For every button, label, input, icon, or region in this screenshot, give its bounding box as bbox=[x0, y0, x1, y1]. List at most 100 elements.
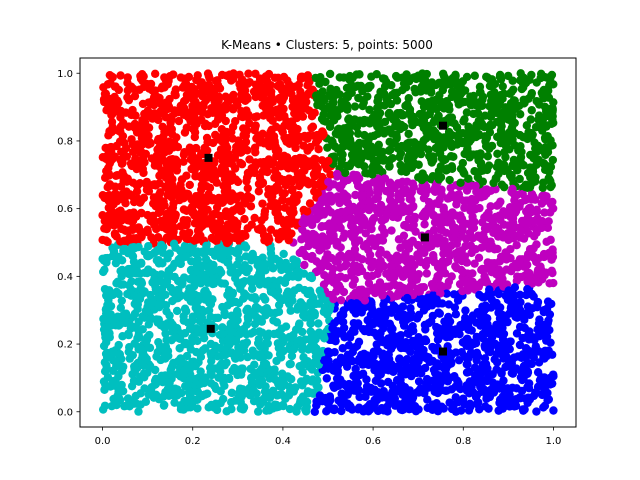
scatter-point bbox=[172, 133, 181, 142]
scatter-point bbox=[354, 337, 364, 347]
scatter-point bbox=[205, 172, 215, 181]
scatter-point bbox=[496, 130, 505, 139]
scatter-point bbox=[361, 229, 370, 238]
scatter-point bbox=[141, 306, 150, 316]
scatter-point bbox=[396, 195, 405, 204]
scatter-point bbox=[335, 198, 344, 208]
scatter-point bbox=[266, 80, 275, 90]
scatter-point bbox=[255, 342, 265, 351]
scatter-point bbox=[298, 327, 307, 337]
scatter-point bbox=[490, 340, 499, 349]
scatter-point bbox=[157, 240, 166, 250]
scatter-point bbox=[484, 291, 493, 301]
scatter-point bbox=[145, 363, 154, 373]
scatter-point bbox=[365, 355, 374, 365]
scatter-point bbox=[530, 335, 539, 345]
scatter-point bbox=[290, 109, 299, 118]
scatter-point bbox=[512, 241, 521, 250]
scatter-point bbox=[524, 393, 533, 402]
scatter-point bbox=[334, 381, 343, 390]
scatter-point bbox=[225, 333, 235, 342]
scatter-point bbox=[180, 339, 189, 349]
scatter-point bbox=[479, 235, 489, 244]
scatter-point bbox=[381, 336, 390, 345]
scatter-point bbox=[441, 228, 451, 237]
scatter-point bbox=[337, 406, 346, 416]
scatter-point bbox=[214, 104, 224, 114]
scatter-point bbox=[370, 118, 380, 128]
scatter-point bbox=[131, 111, 140, 120]
scatter-point bbox=[394, 384, 403, 394]
scatter-point bbox=[374, 164, 384, 174]
scatter-point bbox=[244, 110, 253, 119]
scatter-point bbox=[447, 272, 456, 281]
scatter-point bbox=[482, 165, 492, 175]
scatter-point bbox=[434, 186, 444, 195]
scatter-point bbox=[201, 289, 210, 299]
scatter-point bbox=[130, 309, 140, 319]
scatter-point bbox=[151, 285, 161, 294]
scatter-point bbox=[385, 161, 394, 171]
scatter-point bbox=[107, 347, 117, 357]
scatter-point bbox=[536, 69, 546, 79]
scatter-point bbox=[529, 244, 538, 253]
scatter-point bbox=[268, 404, 277, 413]
scatter-point bbox=[496, 197, 505, 206]
scatter-point bbox=[173, 106, 182, 116]
scatter-point bbox=[532, 207, 541, 217]
scatter-point bbox=[186, 296, 195, 306]
scatter-point bbox=[533, 297, 543, 307]
scatter-point bbox=[436, 102, 446, 111]
scatter-point bbox=[164, 378, 174, 388]
scatter-points bbox=[98, 69, 558, 416]
scatter-point bbox=[463, 286, 473, 295]
scatter-point bbox=[393, 73, 402, 82]
scatter-point bbox=[318, 127, 327, 137]
scatter-point bbox=[153, 233, 163, 242]
scatter-point bbox=[323, 261, 333, 271]
scatter-point bbox=[324, 156, 333, 166]
scatter-point bbox=[462, 186, 472, 195]
scatter-point bbox=[325, 392, 335, 401]
scatter-point bbox=[524, 329, 534, 338]
scatter-point bbox=[378, 349, 388, 358]
scatter-point bbox=[509, 104, 519, 113]
scatter-point bbox=[197, 104, 207, 114]
scatter-point bbox=[470, 71, 479, 80]
scatter-point bbox=[365, 105, 374, 114]
scatter-point bbox=[241, 231, 250, 241]
scatter-point bbox=[254, 314, 263, 323]
scatter-point bbox=[339, 177, 349, 187]
scatter-point bbox=[465, 153, 474, 162]
scatter-point bbox=[250, 293, 259, 302]
scatter-point bbox=[382, 393, 391, 402]
scatter-point bbox=[249, 327, 259, 337]
scatter-point bbox=[384, 146, 394, 155]
scatter-point bbox=[289, 193, 299, 202]
scatter-point bbox=[144, 252, 153, 261]
scatter-point bbox=[205, 363, 215, 373]
scatter-point bbox=[131, 391, 141, 401]
scatter-point bbox=[406, 309, 416, 318]
scatter-point bbox=[534, 278, 543, 287]
scatter-point bbox=[482, 394, 491, 403]
scatter-point bbox=[237, 206, 246, 215]
scatter-point bbox=[339, 287, 349, 297]
scatter-point bbox=[525, 304, 534, 313]
scatter-point bbox=[123, 214, 133, 223]
scatter-point bbox=[164, 218, 173, 228]
scatter-point bbox=[196, 379, 205, 389]
scatter-point bbox=[319, 356, 329, 365]
scatter-point bbox=[342, 91, 351, 101]
scatter-point bbox=[118, 332, 127, 341]
scatter-point bbox=[480, 272, 489, 281]
scatter-point bbox=[492, 320, 501, 330]
scatter-point bbox=[338, 344, 347, 353]
scatter-point bbox=[389, 301, 399, 311]
scatter-point bbox=[266, 260, 275, 269]
scatter-point bbox=[276, 232, 286, 241]
scatter-point bbox=[506, 401, 515, 411]
scatter-point bbox=[163, 346, 173, 356]
scatter-point bbox=[531, 388, 541, 398]
scatter-point bbox=[401, 167, 411, 177]
